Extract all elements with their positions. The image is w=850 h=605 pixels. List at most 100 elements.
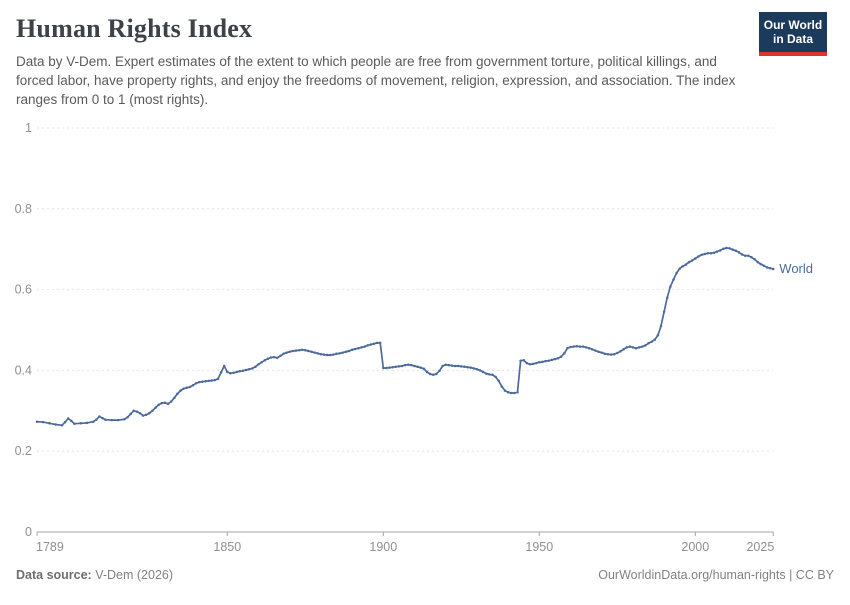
data-point-marker	[191, 384, 195, 387]
data-point-marker	[700, 253, 703, 257]
owid-logo-line2: in Data	[772, 32, 813, 46]
data-point-marker	[612, 352, 616, 356]
data-point-marker	[488, 373, 491, 376]
data-point-marker	[163, 401, 167, 404]
data-source-label: Data source:	[16, 568, 92, 582]
data-point-marker	[500, 385, 504, 388]
data-point-marker	[282, 352, 285, 356]
data-point-marker	[581, 345, 585, 348]
data-point-marker	[60, 424, 64, 427]
data-point-marker	[151, 409, 154, 413]
y-tick-label: 0	[25, 525, 32, 539]
data-point-marker	[288, 350, 291, 354]
data-point-marker	[166, 402, 170, 406]
data-point-marker	[73, 422, 76, 425]
data-point-marker	[350, 348, 354, 352]
data-point-marker	[728, 247, 731, 250]
data-point-marker	[628, 345, 632, 348]
data-point-marker	[222, 364, 226, 368]
chart-subtitle: Data by V-Dem. Expert estimates of the e…	[16, 54, 736, 107]
data-point-marker	[332, 353, 335, 356]
data-point-marker	[438, 369, 441, 373]
data-point-marker	[584, 346, 588, 349]
data-point-marker	[251, 367, 254, 370]
data-point-marker	[419, 366, 422, 369]
x-tick-label: 1789	[36, 540, 64, 554]
data-point-marker	[310, 350, 313, 354]
data-point-marker	[740, 253, 744, 256]
data-point-marker	[525, 361, 529, 365]
data-point-marker	[634, 346, 638, 350]
data-point-marker	[357, 346, 360, 350]
data-point-marker	[372, 342, 376, 345]
data-point-marker	[575, 344, 578, 348]
data-point-marker	[547, 359, 550, 362]
data-point-marker	[176, 392, 179, 396]
data-point-marker	[291, 349, 295, 353]
data-point-marker	[297, 348, 301, 352]
data-point-marker	[382, 366, 385, 370]
data-point-marker	[731, 248, 734, 251]
data-point-marker	[644, 344, 647, 347]
data-point-marker	[647, 342, 650, 345]
data-point-marker	[207, 379, 210, 383]
data-point-marker	[750, 256, 753, 259]
data-point-marker	[678, 267, 681, 270]
data-point-marker	[204, 380, 207, 383]
data-point-marker	[294, 349, 298, 352]
data-point-marker	[706, 251, 710, 255]
data-point-marker	[363, 345, 366, 348]
data-point-marker	[444, 363, 447, 366]
data-point-marker	[541, 360, 544, 364]
data-point-marker	[269, 356, 273, 359]
data-point-marker	[622, 348, 625, 351]
data-point-marker	[319, 352, 323, 356]
data-point-marker	[603, 352, 607, 356]
data-point-marker	[772, 267, 775, 271]
data-point-marker	[497, 379, 500, 383]
credit-note: OurWorldinData.org/human-rights | CC BY	[598, 568, 834, 582]
data-point-marker	[375, 341, 379, 345]
data-point-marker	[422, 367, 426, 371]
data-point-marker	[257, 363, 260, 366]
data-point-marker	[428, 372, 432, 376]
data-point-marker	[712, 251, 716, 255]
data-point-marker	[747, 254, 750, 257]
x-tick-label: 1850	[213, 540, 241, 554]
data-point-marker	[694, 257, 697, 260]
data-point-marker	[132, 409, 135, 413]
data-point-marker	[347, 349, 351, 353]
world-series-line[interactable]	[36, 247, 775, 427]
data-point-marker	[616, 351, 619, 355]
data-point-marker	[675, 271, 678, 275]
data-point-marker	[266, 357, 270, 360]
data-point-marker	[681, 264, 685, 268]
data-point-marker	[101, 416, 104, 420]
data-point-marker	[563, 352, 566, 355]
data-point-marker	[41, 420, 45, 424]
data-point-marker	[397, 365, 401, 368]
data-point-marker	[684, 263, 688, 266]
data-point-marker	[503, 389, 507, 392]
data-point-marker	[85, 421, 89, 425]
data-point-marker	[472, 367, 476, 370]
data-point-marker	[662, 310, 666, 314]
data-point-marker	[394, 365, 398, 369]
data-point-marker	[637, 346, 641, 349]
data-point-marker	[135, 410, 139, 413]
data-point-marker	[201, 380, 204, 383]
data-point-marker	[669, 285, 672, 289]
data-point-marker	[173, 396, 176, 400]
data-point-marker	[360, 346, 363, 349]
data-point-marker	[441, 364, 444, 368]
data-point-marker	[63, 420, 67, 424]
chart-footer: Data source: V-Dem (2026) OurWorldinData…	[16, 568, 834, 582]
series-label-world[interactable]: World	[779, 260, 814, 276]
data-point-marker	[753, 258, 756, 261]
data-point-marker	[531, 362, 535, 366]
data-point-marker	[578, 345, 582, 348]
data-point-marker	[341, 351, 345, 354]
data-point-marker	[366, 344, 369, 347]
